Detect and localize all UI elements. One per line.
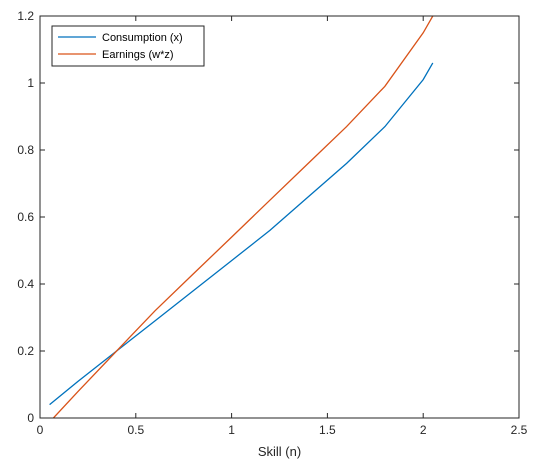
x-tick-label: 2 xyxy=(420,423,427,437)
legend-label-0: Consumption (x) xyxy=(102,32,183,44)
y-tick-label: 0.4 xyxy=(17,277,34,291)
series-line-0 xyxy=(49,62,434,406)
y-tick-label: 1 xyxy=(27,76,34,90)
y-tick-label: 0 xyxy=(27,411,34,425)
y-tick-label: 0.6 xyxy=(17,210,34,224)
x-tick-label: 0 xyxy=(37,423,44,437)
series-line-1 xyxy=(52,16,434,418)
x-tick-label: 0.5 xyxy=(127,423,144,437)
y-tick-label: 1.2 xyxy=(17,9,34,23)
y-tick-label: 0.2 xyxy=(17,344,34,358)
x-tick-label: 1 xyxy=(228,423,235,437)
x-tick-label: 1.5 xyxy=(319,423,336,437)
y-tick-label: 0.8 xyxy=(17,143,34,157)
legend-label-1: Earnings (w*z) xyxy=(102,49,174,61)
legend-box xyxy=(51,25,205,67)
x-tick-label: 2.5 xyxy=(511,423,528,437)
axes-box xyxy=(39,15,520,419)
x-axis-title: Skill (n) xyxy=(258,444,301,459)
